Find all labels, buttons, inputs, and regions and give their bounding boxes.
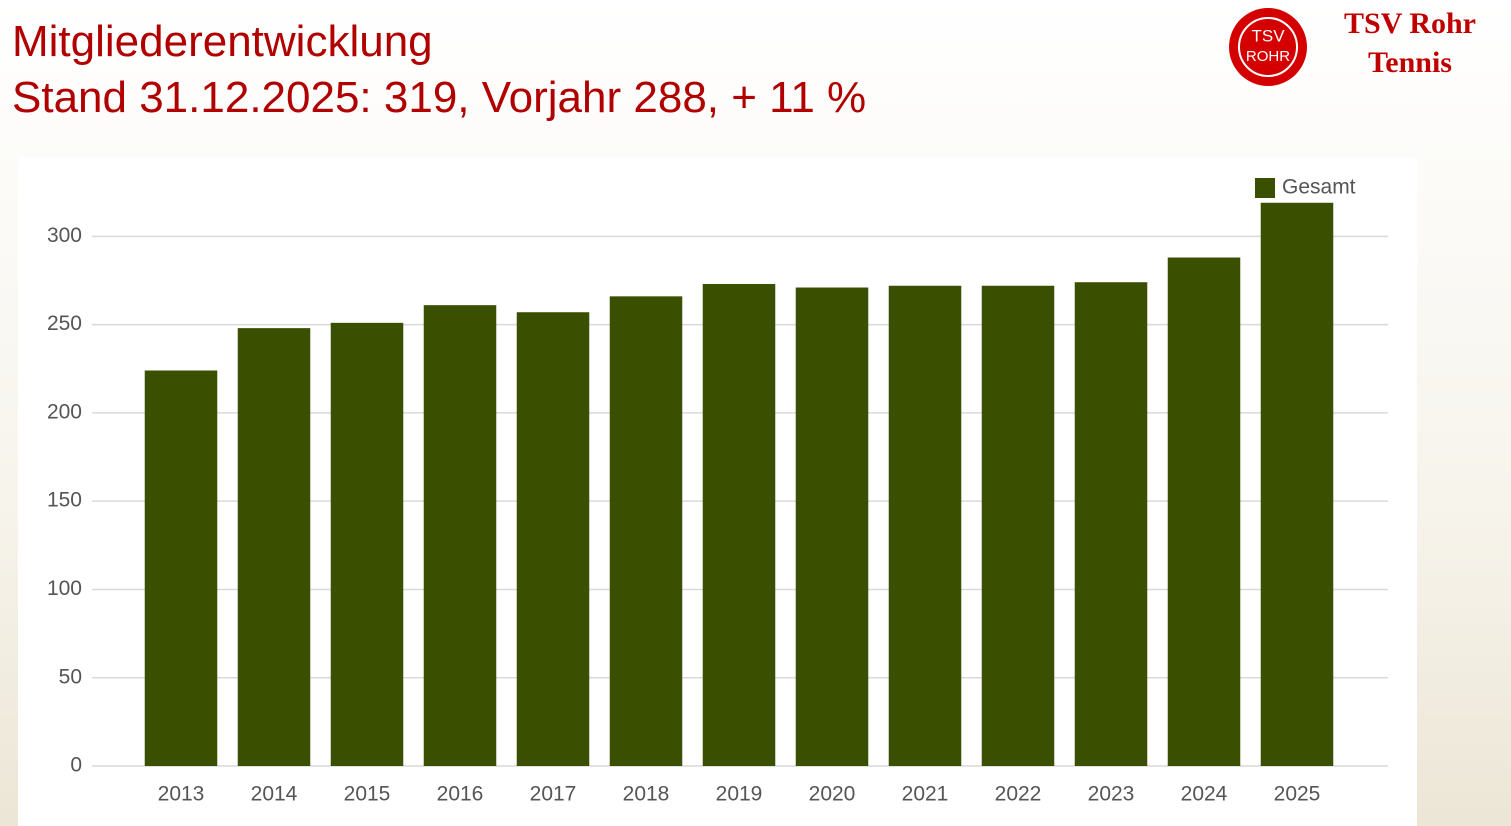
y-tick-label: 200 — [47, 400, 82, 423]
bar — [981, 285, 1055, 766]
bar — [423, 305, 497, 766]
y-tick-label: 50 — [59, 665, 82, 688]
x-tick-label: 2025 — [1274, 783, 1321, 806]
bar — [516, 312, 590, 766]
legend-label: Gesamt — [1282, 176, 1356, 199]
bar — [1260, 202, 1334, 766]
x-tick-label: 2018 — [623, 783, 670, 806]
bar — [609, 296, 683, 766]
logo-name: TSV Rohr — [1344, 7, 1476, 40]
bar — [330, 322, 404, 766]
y-tick-label: 150 — [47, 489, 82, 512]
x-tick-label: 2020 — [809, 783, 856, 806]
bar — [1167, 257, 1241, 766]
bar — [888, 285, 962, 766]
bar — [237, 328, 311, 766]
logo-badge — [1229, 8, 1307, 86]
bar — [1074, 282, 1148, 766]
y-tick-label: 250 — [47, 312, 82, 335]
title-line: Stand 31.12.2025: 319, Vorjahr 288, + 11… — [12, 73, 866, 122]
logo-ring — [1238, 17, 1298, 77]
x-tick-label: 2014 — [251, 783, 298, 806]
x-tick-label: 2023 — [1088, 783, 1135, 806]
title-line: Mitgliederentwicklung — [12, 17, 433, 66]
logo: TSV ROHR TSV Rohr Tennis — [1229, 7, 1476, 86]
bar — [144, 370, 218, 766]
y-tick-label: 100 — [47, 577, 82, 600]
y-tick-label: 0 — [70, 754, 82, 777]
legend-swatch — [1253, 176, 1277, 200]
x-tick-label: 2016 — [437, 783, 484, 806]
x-tick-label: 2022 — [995, 783, 1042, 806]
logo-badge-text: ROHR — [1246, 48, 1290, 65]
y-tick-label: 300 — [47, 224, 82, 247]
bar — [702, 283, 776, 766]
x-tick-label: 2024 — [1181, 783, 1228, 806]
logo-subtitle: Tennis — [1368, 46, 1452, 79]
x-tick-label: 2013 — [158, 783, 205, 806]
x-tick-label: 2017 — [530, 783, 577, 806]
x-tick-label: 2019 — [716, 783, 763, 806]
x-tick-label: 2021 — [902, 783, 949, 806]
logo-badge-text: TSV — [1251, 26, 1285, 45]
x-tick-label: 2015 — [344, 783, 391, 806]
bar — [795, 287, 869, 766]
